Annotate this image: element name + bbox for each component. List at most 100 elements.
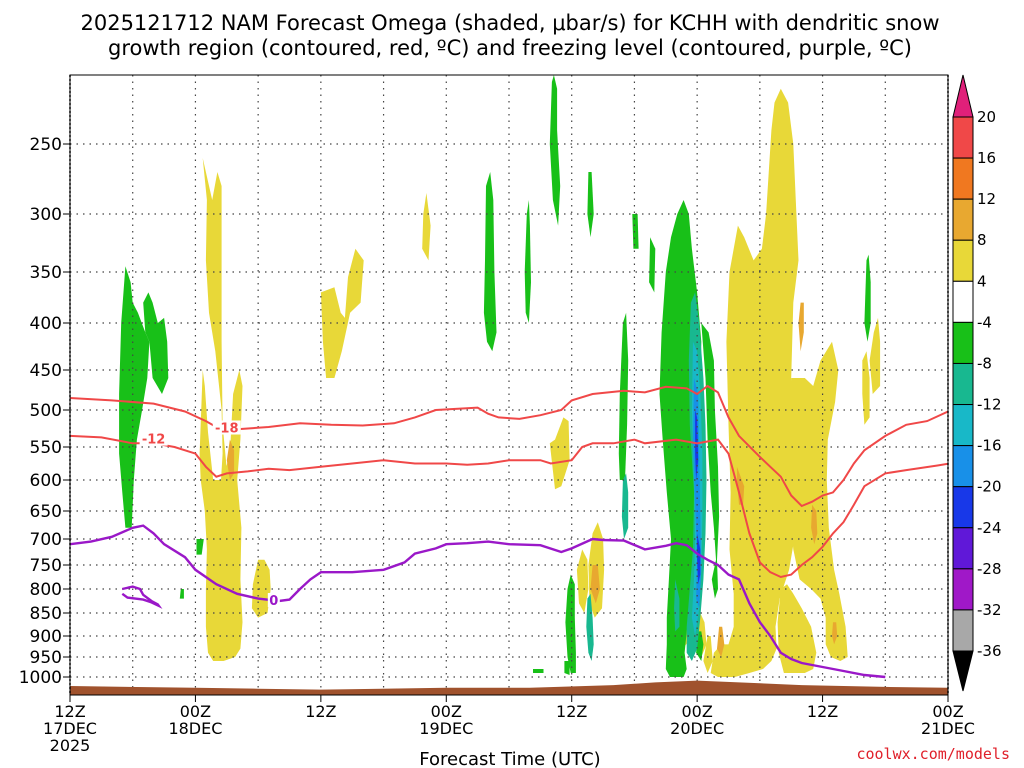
y-tick-label: 750: [30, 556, 62, 576]
omega-region-green-38: [564, 661, 570, 675]
omega-region-orange-17: [590, 565, 600, 604]
colorbar-label: -28: [977, 560, 1002, 578]
omega-region-yellow-1: [199, 370, 243, 661]
omega-region-orange-22: [832, 622, 838, 645]
contour-label-red: -12: [142, 433, 166, 448]
x-tick-label: 00Z: [431, 702, 462, 721]
colorbar-label: 4: [977, 272, 987, 290]
colorbar-bin: [952, 157, 974, 200]
colorbar-bin: [952, 362, 974, 406]
y-tick-label: 700: [30, 530, 62, 550]
contour-purple-3: [121, 585, 163, 609]
colorbar-top-arrow: [952, 74, 974, 118]
contour-label-red: -18: [215, 422, 239, 437]
colorbar-bottom-arrow: [952, 650, 974, 692]
contour-red-1: [70, 434, 948, 579]
y-tick-label: 300: [30, 205, 62, 225]
colorbar-bin: [952, 486, 974, 529]
omega-region-green-33: [618, 312, 629, 480]
colorbar-bin: [952, 280, 974, 323]
colorbar-label: -24: [977, 519, 1002, 537]
axes: [69, 74, 949, 696]
chart-title-line-1: 2025121712 NAM Forecast Omega (shaded, μ…: [80, 11, 939, 35]
colorbar-label: -4: [977, 313, 992, 331]
colorbar-bin: [952, 527, 974, 570]
omega-region-green-26: [179, 589, 184, 599]
y-tick-label: 600: [30, 471, 62, 491]
colorbar-label: -16: [977, 437, 1002, 455]
omega-region-yellow-2: [251, 559, 271, 618]
colorbar-bin: [952, 198, 974, 241]
omega-region-green-39: [533, 669, 544, 673]
omega-region-green-25: [196, 539, 204, 555]
y-tick-label: 400: [30, 314, 62, 334]
omega-region-orange-21: [811, 504, 818, 545]
y-tick-label: 1000: [19, 668, 62, 688]
omega-region-green-28: [524, 200, 531, 323]
y-tick-label: 850: [30, 604, 62, 624]
y-tick-label: 500: [30, 401, 62, 421]
y-tick-label: 650: [30, 502, 62, 522]
omega-region-green-27: [483, 172, 497, 352]
omega-region-green-32: [632, 214, 639, 249]
y-tick-label: 900: [30, 627, 62, 647]
x-tick-label: 21DEC: [921, 719, 975, 738]
colorbar-label: 16: [977, 149, 996, 167]
omega-region-green-36: [701, 323, 720, 599]
omega-region-yellow-3: [320, 248, 364, 378]
omega-region-yellow-9: [703, 636, 713, 673]
y-tick-label: 800: [30, 580, 62, 600]
x-tick-label: 18DEC: [168, 719, 222, 738]
omega-region-yellow-15: [869, 317, 881, 394]
omega-region-green-31: [565, 574, 576, 673]
x-tick-label: 17DEC: [43, 719, 97, 738]
x-tick-label: 00Z: [932, 702, 963, 721]
omega-region-yellow-12: [777, 584, 817, 673]
contour-label-bg: [139, 431, 168, 446]
colorbar-label: -12: [977, 396, 1002, 414]
colorbar-label: -20: [977, 478, 1002, 496]
omega-region-teal-43: [586, 593, 594, 661]
colorbar-bin: [952, 445, 974, 488]
omega-region-yellow-13: [787, 341, 848, 661]
x-axis-label: Forecast Time (UTC): [419, 749, 600, 768]
contour-red-0: [70, 384, 948, 508]
terrain-fill: [70, 680, 948, 695]
omega-region-green-40: [864, 254, 871, 342]
omega-region-green-23: [119, 266, 150, 528]
omega-region-darkblue-48: [697, 533, 701, 585]
omega-region-yellow-5: [549, 417, 570, 490]
colorbar-bin: [952, 116, 974, 159]
contour-label-purple: 0: [269, 594, 278, 609]
omega-region-teal-42: [621, 473, 629, 539]
omega-region-green-29: [549, 75, 561, 226]
colorbar-bin: [952, 568, 974, 611]
colorbar-bin: [952, 239, 974, 282]
x-tick-label: 12Z: [807, 702, 838, 721]
omega-region-orange-16: [226, 439, 235, 480]
colorbar-label: 8: [977, 231, 987, 249]
omega-region-green-30: [587, 172, 594, 238]
y-tick-label: 450: [30, 361, 62, 381]
omega-region-green-34: [649, 237, 656, 293]
colorbar-bin: [952, 321, 974, 364]
colorbar-label: -8: [977, 354, 992, 372]
x-tick-label: 19DEC: [419, 719, 473, 738]
contour-layer: -18 -12 0: [70, 384, 948, 679]
colorbar-label: 12: [977, 190, 996, 208]
y-tick-label: 250: [30, 135, 62, 155]
omega-region-teal-44: [674, 579, 680, 632]
x-tick-label: 12Z: [54, 702, 85, 721]
y-tick-label: 550: [30, 438, 62, 458]
omega-region-yellow-4: [422, 193, 431, 261]
x-tick-label: 12Z: [305, 702, 336, 721]
colorbar-bin: [952, 404, 974, 447]
contour-label-bg: [212, 420, 241, 435]
credit-text: coolwx.com/models: [856, 745, 1010, 763]
omega-region-darkblue-47: [695, 410, 699, 480]
omega-region-orange-20: [798, 302, 804, 352]
colorbar-bin: [952, 609, 974, 652]
